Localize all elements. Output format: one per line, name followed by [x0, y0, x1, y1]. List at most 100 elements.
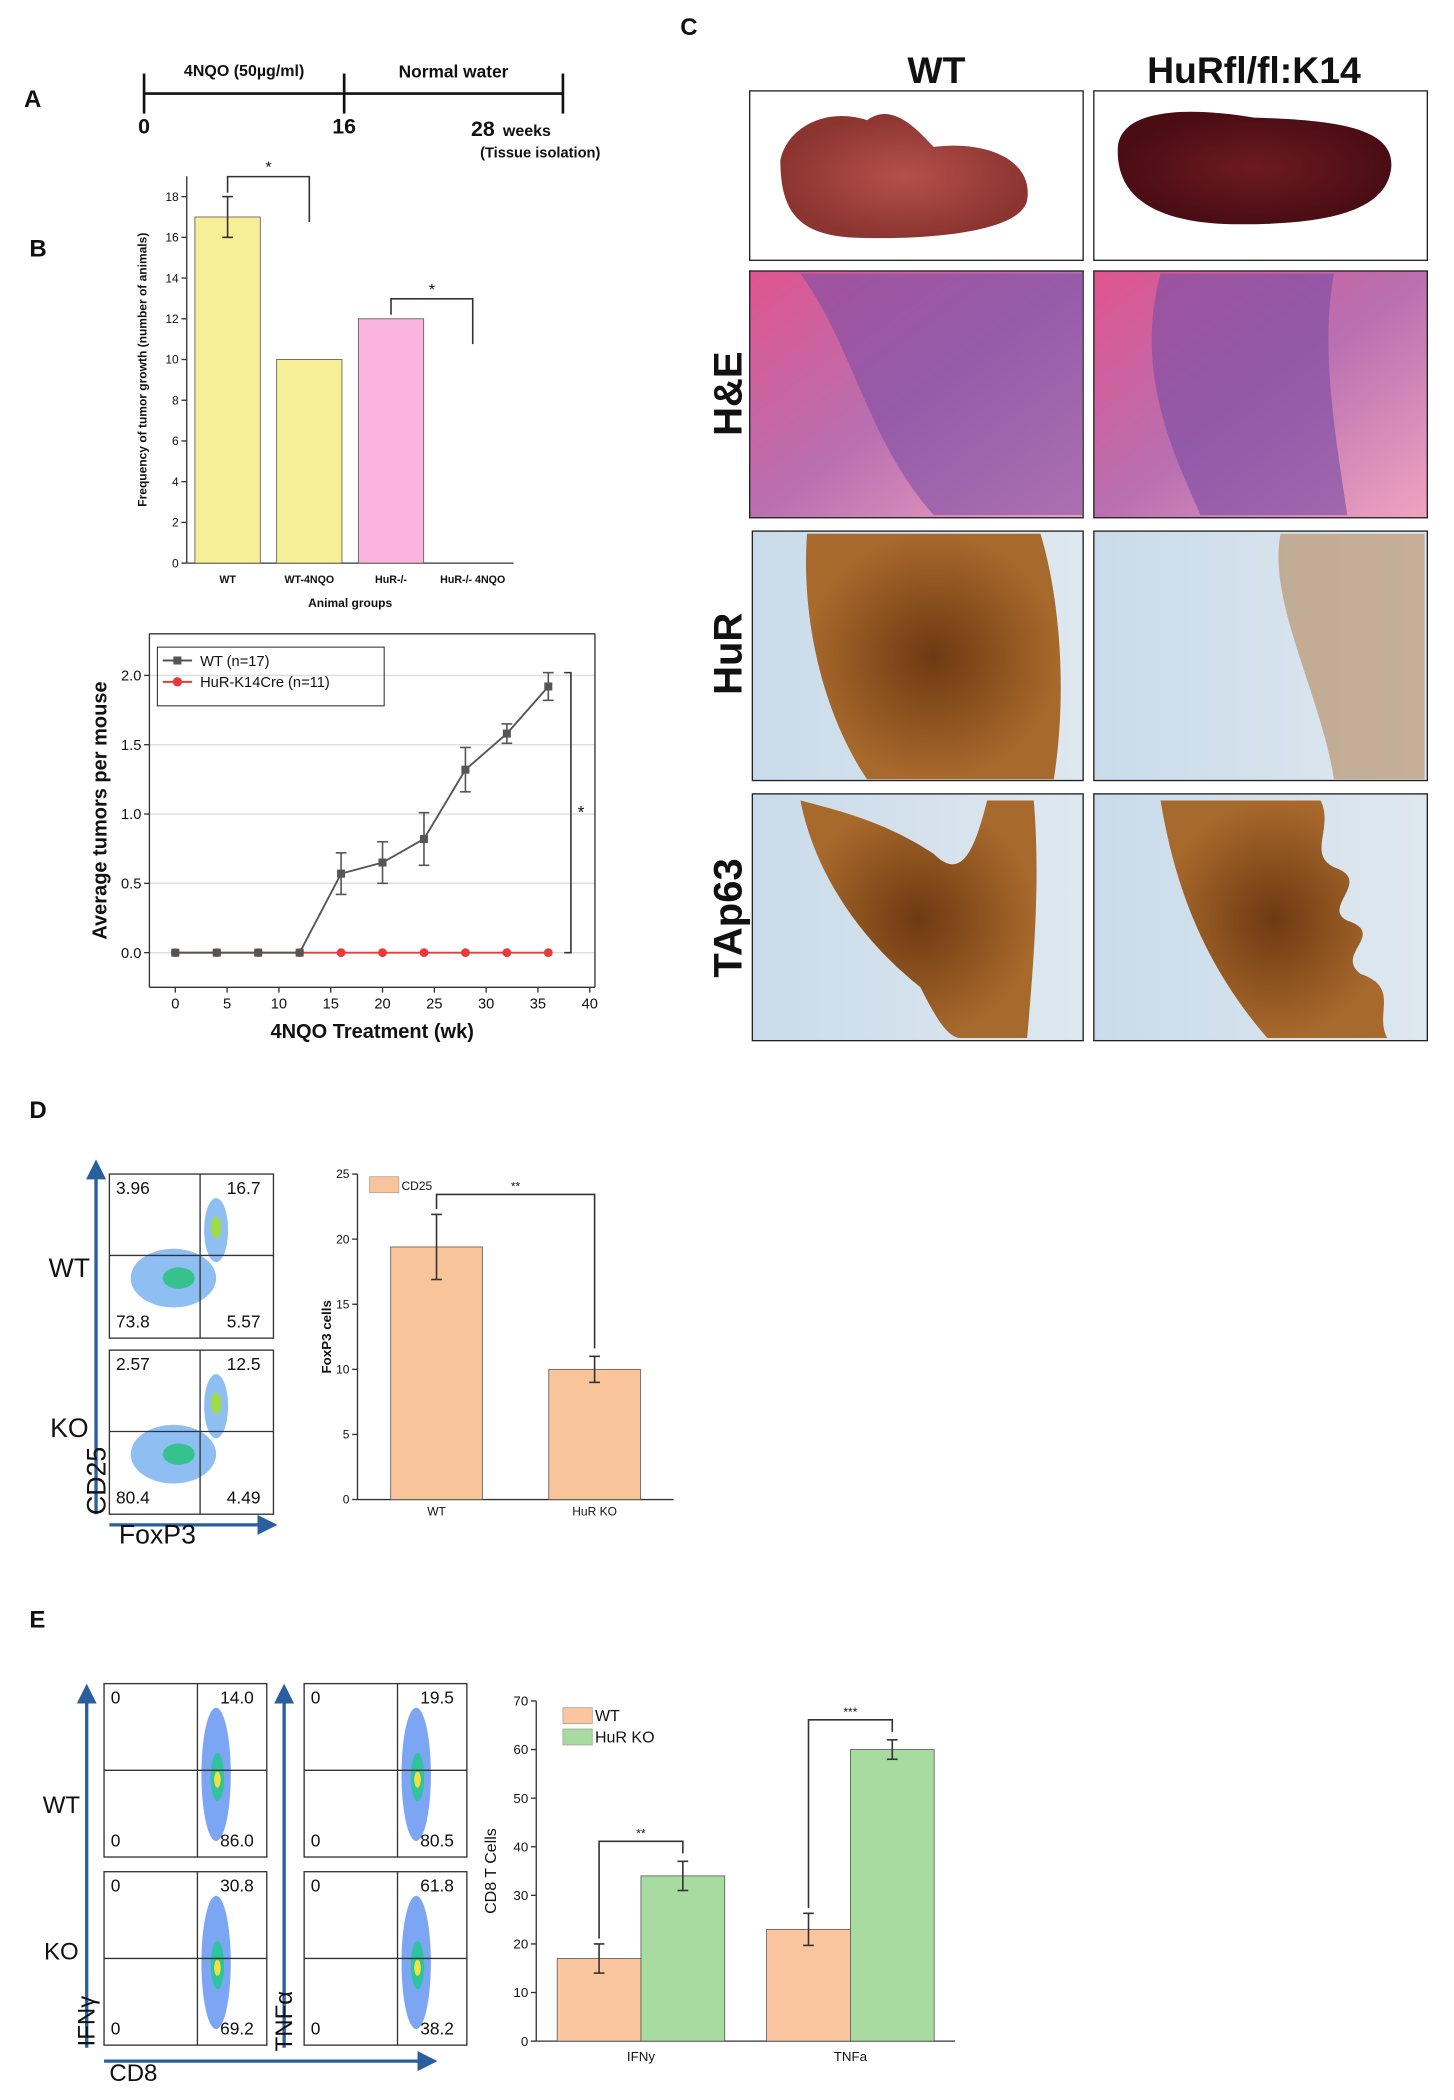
tissue-images [749, 90, 1428, 1042]
quadrant-value: 86.0 [220, 1830, 254, 1850]
y-tick-label: 20 [513, 1937, 528, 1952]
x-tick-label: WT [219, 574, 236, 586]
legend-label: WT [595, 1708, 620, 1725]
marker [419, 948, 429, 958]
significance-label: * [265, 160, 271, 177]
axis-label: IFNγ [74, 1996, 101, 2047]
x-tick-label: 35 [530, 997, 546, 1013]
y-tick-label: 30 [513, 1888, 528, 1903]
series-line [175, 685, 550, 954]
quadrant-value: 0 [311, 2018, 321, 2038]
row-label: KO [50, 1413, 89, 1443]
x-axis-label: Animal groups [308, 596, 392, 610]
tongue [780, 114, 1028, 239]
legend-label: WT (n=17) [200, 654, 269, 670]
y-tick-label: 0 [172, 556, 179, 570]
significance-label: * [429, 282, 435, 299]
cell-density [210, 1216, 222, 1239]
marker [461, 948, 470, 958]
y-tick-label: 20 [336, 1232, 350, 1246]
significance-label: * [578, 802, 585, 822]
quadrant-value: 0 [111, 1830, 121, 1850]
y-tick-label: 10 [336, 1363, 350, 1377]
significance-bracket [226, 175, 311, 222]
x-tick-label: 5 [223, 997, 231, 1013]
quadrant-value: 80.4 [116, 1488, 150, 1508]
x-tick-label: 0 [171, 997, 179, 1013]
marker [461, 765, 470, 774]
y-tick-label: 5 [343, 1428, 350, 1442]
y-tick-label: 0.0 [121, 946, 141, 962]
significance-bracket [807, 1719, 894, 1908]
y-axis-label: Frequency of tumor growth (number of ani… [136, 233, 150, 507]
stain-region [800, 273, 1084, 516]
legend-box [156, 646, 385, 707]
marker [295, 948, 304, 957]
legend-label: CD25 [402, 1179, 433, 1193]
y-tick-label: 2.0 [121, 669, 141, 685]
y-tick-label: 0.5 [121, 876, 141, 892]
y-tick-label: 40 [513, 1839, 528, 1854]
timeline-note: (Tissue isolation) [480, 146, 600, 162]
panel-label: B [29, 235, 46, 262]
y-tick-label: 15 [336, 1297, 350, 1311]
row-label: KO [44, 1939, 79, 1966]
y-tick-label: 4 [172, 475, 179, 489]
significance-bracket [564, 671, 572, 954]
x-tick-label: TNFa [834, 2049, 868, 2064]
timeline-segment: Normal water [399, 62, 509, 82]
quadrant-value: 30.8 [220, 1876, 254, 1896]
bar [849, 1749, 935, 2042]
quadrant-value: 0 [111, 1688, 121, 1708]
x-tick-label: 40 [582, 997, 598, 1013]
quadrant-value: 0 [311, 1830, 321, 1850]
x-tick-label: HuR KO [572, 1505, 617, 1519]
marker [212, 948, 221, 957]
quadrant-value: 5.57 [227, 1311, 261, 1331]
quadrant-value: 0 [111, 1876, 121, 1896]
legend-marker [172, 677, 183, 687]
y-tick-label: 16 [165, 231, 179, 245]
x-tick-label: HuR-/- [375, 574, 407, 586]
quadrant-value: 80.5 [420, 1830, 454, 1850]
x-tick-label: 10 [271, 997, 287, 1013]
quadrant-value: 4.49 [227, 1488, 261, 1508]
y-tick-label: 6 [172, 434, 179, 448]
cell-density [162, 1443, 195, 1465]
y-tick-label: 10 [513, 1985, 528, 2000]
micrograph [1093, 530, 1428, 782]
legend-swatch [562, 1728, 593, 1746]
quadrant-value: 19.5 [420, 1688, 454, 1708]
marker [378, 948, 387, 958]
panel-label: D [29, 1097, 46, 1124]
quadrant-value: 2.57 [116, 1354, 150, 1374]
significance-bracket [598, 1840, 684, 1939]
bar [548, 1368, 641, 1500]
y-tick-label: 0 [521, 2034, 528, 2049]
y-tick-label: 10 [165, 353, 179, 367]
y-axis-label: Average tumors per mouse [90, 681, 112, 939]
x-tick-label: WT-4NQO [284, 574, 334, 586]
significance-label: *** [843, 1705, 857, 1719]
bar [194, 216, 261, 564]
axis-label: CD8 [109, 2060, 157, 2087]
x-axis-label: 4NQO Treatment (wk) [270, 1021, 473, 1043]
row-header: H&E [707, 351, 751, 435]
timeline-segment: 4NQO (50µg/ml) [184, 63, 304, 80]
marker [543, 948, 553, 958]
cell-density [414, 1959, 421, 1976]
y-tick-label: 2 [172, 516, 179, 530]
marker [502, 948, 512, 958]
row-header: HuR [707, 613, 751, 695]
quadrant-value: 0 [311, 1876, 321, 1896]
legend-marker [173, 656, 182, 665]
timeline [142, 73, 565, 114]
marker [378, 858, 387, 867]
timeline-unit: weeks [502, 123, 551, 140]
row-label: WT [43, 1792, 81, 1819]
timeline-tick-label: 16 [332, 115, 356, 139]
quadrant-value: 61.8 [420, 1876, 454, 1896]
panel-label: C [680, 14, 697, 41]
cell-density [162, 1267, 195, 1289]
